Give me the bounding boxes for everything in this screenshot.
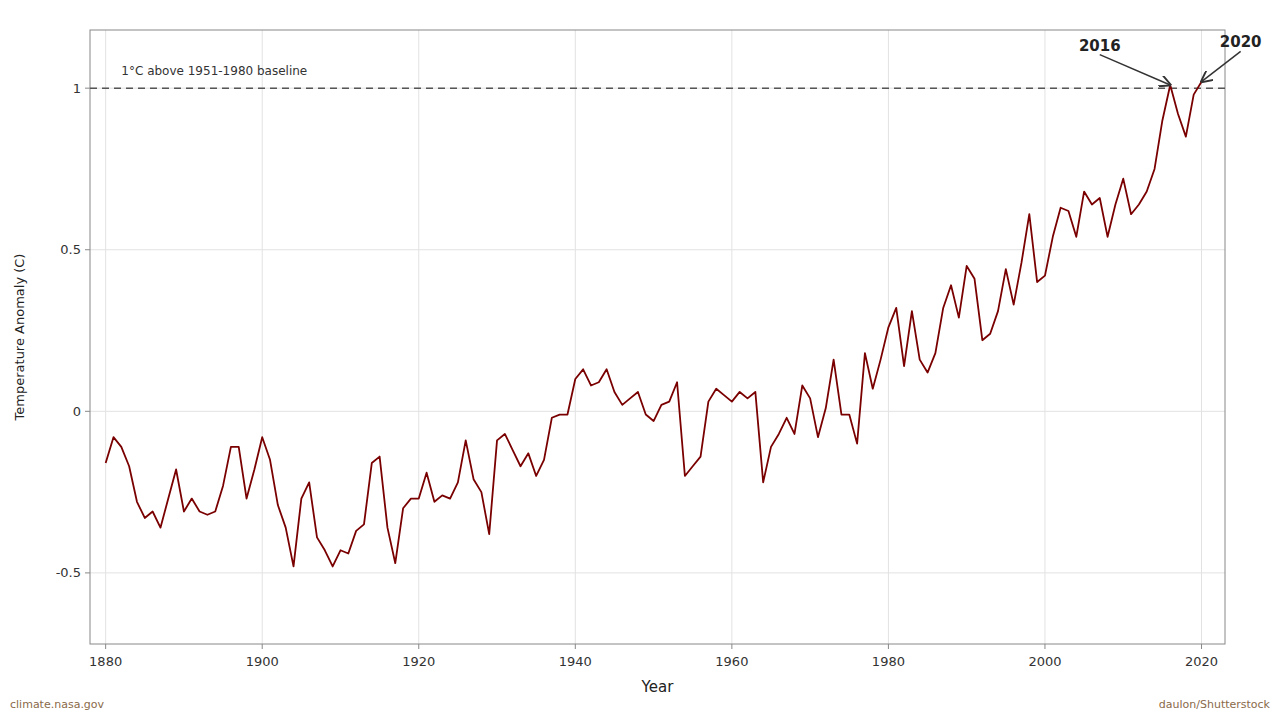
x-grid-line [888,30,889,644]
x-tick [418,644,419,649]
axes: 1880 1900 1920 1940 1960 1980 2000 2020 -0.5 0 0.5… [12,81,1218,696]
baseline-annotation: 1°C above 1951-1980 baseline [121,64,307,78]
year-annotation: 2016 [1079,37,1121,55]
x-tick-label: 1960 [715,654,748,669]
x-tick-label: 2000 [1028,654,1061,669]
year-annotation: 2020 [1220,33,1262,51]
x-grid-line [262,30,263,644]
x-tick [1044,644,1045,649]
y-grid-line [90,249,1225,250]
credit: climate.nasa.gov [10,698,105,711]
x-grid-line [1201,30,1202,644]
y-tick-label: 1 [73,81,81,96]
x-tick [105,644,106,649]
x-tick-label: 1920 [402,654,435,669]
y-grid-line [90,572,1225,573]
x-grid-line [575,30,576,644]
x-axis-label: Year [641,678,675,696]
x-tick-label: 1980 [872,654,905,669]
y-tick [85,411,90,412]
reference-line [90,87,1225,89]
plot-data [90,82,1225,567]
x-tick [262,644,263,649]
y-axis-label: Temperature Anomaly (C) [12,254,27,422]
x-tick-label: 1900 [246,654,279,669]
x-tick [575,644,576,649]
x-tick-label: 2020 [1185,654,1218,669]
annotations: 1°C above 1951-1980 baseline 2016 2020 [121,33,1261,85]
y-tick-label: -0.5 [56,565,81,580]
temperature-line [106,82,1202,567]
x-grid-line [105,30,106,644]
x-tick-label: 1940 [559,654,592,669]
annotation-arrow [1202,51,1241,81]
x-grid-line [731,30,732,644]
y-tick [85,572,90,573]
plot-frame [90,30,1225,644]
x-tick [1201,644,1202,649]
x-tick [888,644,889,649]
y-tick-label: 0 [73,404,81,419]
y-tick-label: 0.5 [60,242,81,257]
x-grid-line [1044,30,1045,644]
y-grid-line [90,88,1225,89]
annotation-arrow [1100,55,1170,85]
credit: daulon/Shutterstock [1159,698,1271,711]
x-tick-label: 1880 [89,654,122,669]
x-tick [731,644,732,649]
y-tick [85,88,90,89]
x-grid-line [418,30,419,644]
y-tick [85,249,90,250]
chart: 1880 1900 1920 1940 1960 1980 2000 2020 -0.5 0 0.5… [0,0,1280,716]
grid [90,30,1225,644]
